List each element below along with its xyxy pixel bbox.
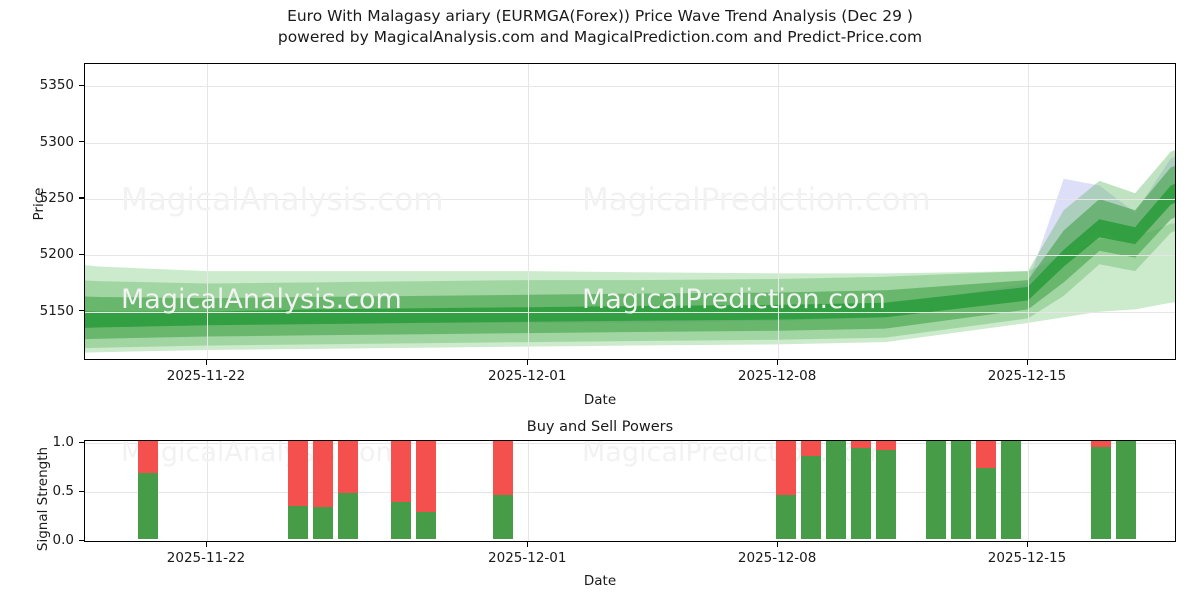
- buy-power-segment: [776, 494, 796, 539]
- price-y-tick-label: 5150: [39, 302, 74, 319]
- gridline-vertical: [1028, 441, 1029, 541]
- signal-y-tick-mark: [79, 539, 84, 541]
- buy-sell-x-axis-label: Date: [583, 573, 617, 589]
- buy-power-segment: [313, 506, 333, 539]
- signal-x-tick-label: 2025-12-15: [987, 550, 1067, 566]
- buy-power-segment: [826, 441, 846, 539]
- buy-sell-bar[interactable]: [776, 441, 796, 539]
- buy-sell-bar[interactable]: [288, 441, 308, 539]
- price-x-tick-label: 2025-12-01: [488, 368, 567, 384]
- buy-sell-bar[interactable]: [1091, 441, 1111, 539]
- price-y-tick-label: 5350: [39, 77, 74, 94]
- signal-x-tick-mark: [205, 542, 207, 547]
- buy-power-segment: [801, 455, 821, 539]
- buy-power-segment: [1001, 441, 1021, 539]
- title-line-1: Euro With Malagasy ariary (EURMGA(Forex)…: [287, 7, 913, 25]
- buy-sell-bar[interactable]: [493, 441, 513, 539]
- gridline-vertical: [207, 64, 208, 359]
- buy-power-segment: [288, 505, 308, 539]
- buy-sell-bar[interactable]: [801, 441, 821, 539]
- buy-power-segment: [926, 441, 946, 539]
- price-x-tick-label: 2025-11-22: [166, 368, 246, 384]
- price-x-tick-label: 2025-12-15: [987, 368, 1067, 384]
- gridline-vertical: [1028, 64, 1029, 359]
- buy-power-segment: [138, 473, 158, 539]
- gridline-horizontal: [85, 86, 1175, 88]
- buy-sell-bar[interactable]: [1116, 441, 1136, 539]
- gridline-vertical: [207, 441, 208, 541]
- title-line-2: powered by MagicalAnalysis.com and Magic…: [277, 28, 923, 46]
- price-x-tick-label: 2025-12-08: [737, 368, 817, 384]
- buy-sell-y-axis-label: Signal Strength: [35, 446, 51, 552]
- price-y-tick-mark: [79, 310, 84, 312]
- gridline-horizontal: [85, 142, 1175, 144]
- signal-x-tick-label: 2025-12-01: [488, 550, 567, 566]
- signal-x-tick-mark: [1026, 542, 1028, 547]
- buy-sell-bar[interactable]: [926, 441, 946, 539]
- gridline-horizontal: [85, 255, 1175, 257]
- buy-power-segment: [338, 492, 358, 539]
- buy-sell-bar[interactable]: [391, 441, 411, 539]
- signal-y-tick-mark: [79, 441, 84, 443]
- price-x-tick-mark: [526, 360, 529, 365]
- price-x-tick-mark: [205, 360, 207, 365]
- price-chart-x-axis-label: Date: [583, 392, 617, 408]
- buy-sell-plot-area: MagicalAnalysis.com MagicalPrediction.co…: [84, 440, 1176, 542]
- price-y-tick-mark: [79, 141, 84, 143]
- price-x-tick-mark: [776, 360, 778, 365]
- buy-power-segment: [1116, 441, 1136, 539]
- buy-power-segment: [1091, 446, 1111, 539]
- buy-power-segment: [876, 449, 896, 539]
- price-y-tick-mark: [79, 84, 84, 87]
- signal-x-tick-label: 2025-11-22: [166, 550, 246, 566]
- buy-sell-bar[interactable]: [876, 441, 896, 539]
- buy-power-segment: [976, 468, 996, 539]
- price-chart-y-axis-label: Price: [31, 187, 47, 221]
- price-y-tick-label: 5300: [39, 133, 74, 150]
- buy-sell-clip: MagicalAnalysis.com MagicalPrediction.co…: [85, 441, 1175, 541]
- buy-sell-bar[interactable]: [826, 441, 846, 539]
- buy-power-segment: [951, 441, 971, 539]
- gridline-vertical: [528, 441, 530, 541]
- gridline-horizontal: [85, 492, 1175, 493]
- wave-band-1: [85, 165, 1175, 340]
- price-chart-clip: MagicalAnalysis.com MagicalPrediction.co…: [85, 64, 1175, 359]
- signal-y-tick-label: 1.0: [52, 434, 74, 450]
- gridline-horizontal: [85, 198, 1175, 200]
- buy-sell-bar[interactable]: [338, 441, 358, 539]
- buy-sell-bar[interactable]: [951, 441, 971, 539]
- price-y-tick-mark: [79, 197, 84, 199]
- buy-power-segment: [493, 494, 513, 539]
- signal-x-tick-mark: [776, 542, 778, 547]
- price-y-tick-label: 5250: [39, 189, 74, 206]
- buy-sell-bar[interactable]: [851, 441, 871, 539]
- signal-y-tick-label: 0.0: [52, 532, 74, 548]
- buy-power-segment: [416, 511, 436, 539]
- signal-y-tick-mark: [79, 490, 84, 492]
- gridline-vertical: [528, 64, 530, 359]
- buy-sell-bar[interactable]: [313, 441, 333, 539]
- gridline-horizontal: [85, 311, 1175, 313]
- price-x-tick-mark: [1026, 360, 1028, 365]
- gridline-vertical: [778, 64, 780, 359]
- signal-y-tick-label: 0.5: [52, 483, 74, 499]
- buy-sell-chart-title: Buy and Sell Powers: [526, 419, 674, 435]
- price-y-tick-label: 5200: [39, 246, 74, 263]
- signal-x-tick-label: 2025-12-08: [737, 550, 817, 566]
- buy-power-segment: [391, 501, 411, 539]
- buy-sell-bar[interactable]: [138, 441, 158, 539]
- buy-sell-bars: [85, 441, 1175, 541]
- price-y-tick-mark: [79, 253, 84, 256]
- buy-sell-bar[interactable]: [416, 441, 436, 539]
- page-title: Euro With Malagasy ariary (EURMGA(Forex)…: [0, 6, 1200, 48]
- gridline-horizontal: [85, 443, 1175, 444]
- buy-sell-bar[interactable]: [976, 441, 996, 539]
- price-chart-plot-area: MagicalAnalysis.com MagicalPrediction.co…: [84, 63, 1176, 360]
- signal-x-tick-mark: [526, 542, 529, 547]
- buy-power-segment: [851, 447, 871, 539]
- price-wave-bands: [85, 150, 1175, 353]
- buy-sell-bar[interactable]: [1001, 441, 1021, 539]
- wave-band-0: [85, 183, 1175, 328]
